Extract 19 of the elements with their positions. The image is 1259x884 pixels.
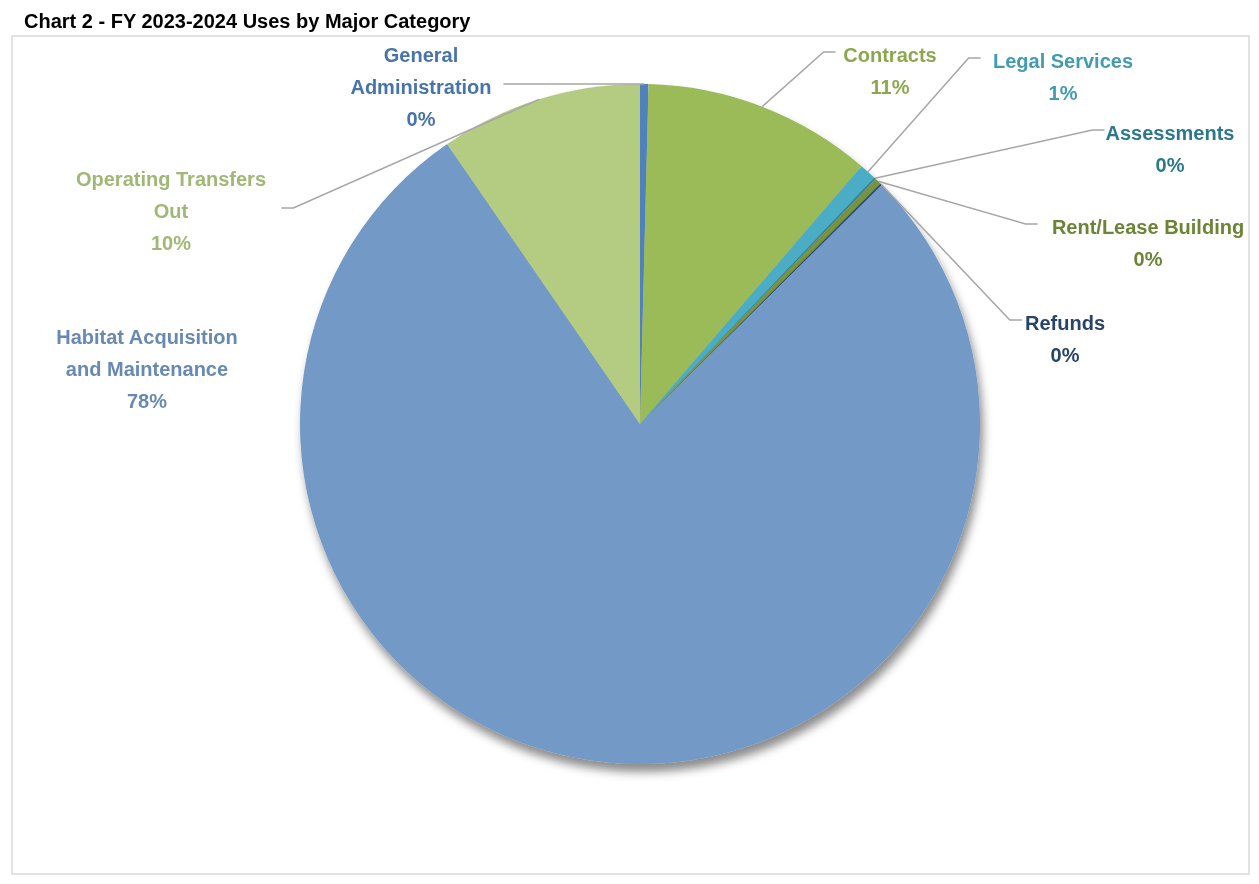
slice-label: Legal Services (992, 50, 1134, 72)
data-label: 10% (150, 232, 192, 254)
data-label: 0% (1155, 154, 1185, 176)
data-label: 78% (126, 390, 168, 412)
data-label: 0% (406, 108, 436, 130)
slice-label: Operating Transfers Out (75, 168, 267, 222)
slice-label: Refunds (1025, 312, 1105, 334)
pie-slice (300, 144, 980, 764)
slice-label: General Administration (350, 44, 492, 98)
slice-label: Contracts (843, 44, 937, 66)
slice-label: Assessments (1105, 122, 1235, 144)
data-label: 0% (1050, 344, 1080, 366)
slice-label: Habitat Acquisition and Maintenance (56, 326, 238, 380)
pie-slice (640, 84, 862, 424)
chart-title: Chart 2 - FY 2023-2024 Uses by Major Category (24, 10, 472, 32)
slice-label: Rent/Lease Building (1051, 216, 1245, 238)
data-label: 0% (1133, 248, 1163, 270)
data-label: 1% (1048, 82, 1078, 104)
data-label: 11% (870, 76, 910, 98)
